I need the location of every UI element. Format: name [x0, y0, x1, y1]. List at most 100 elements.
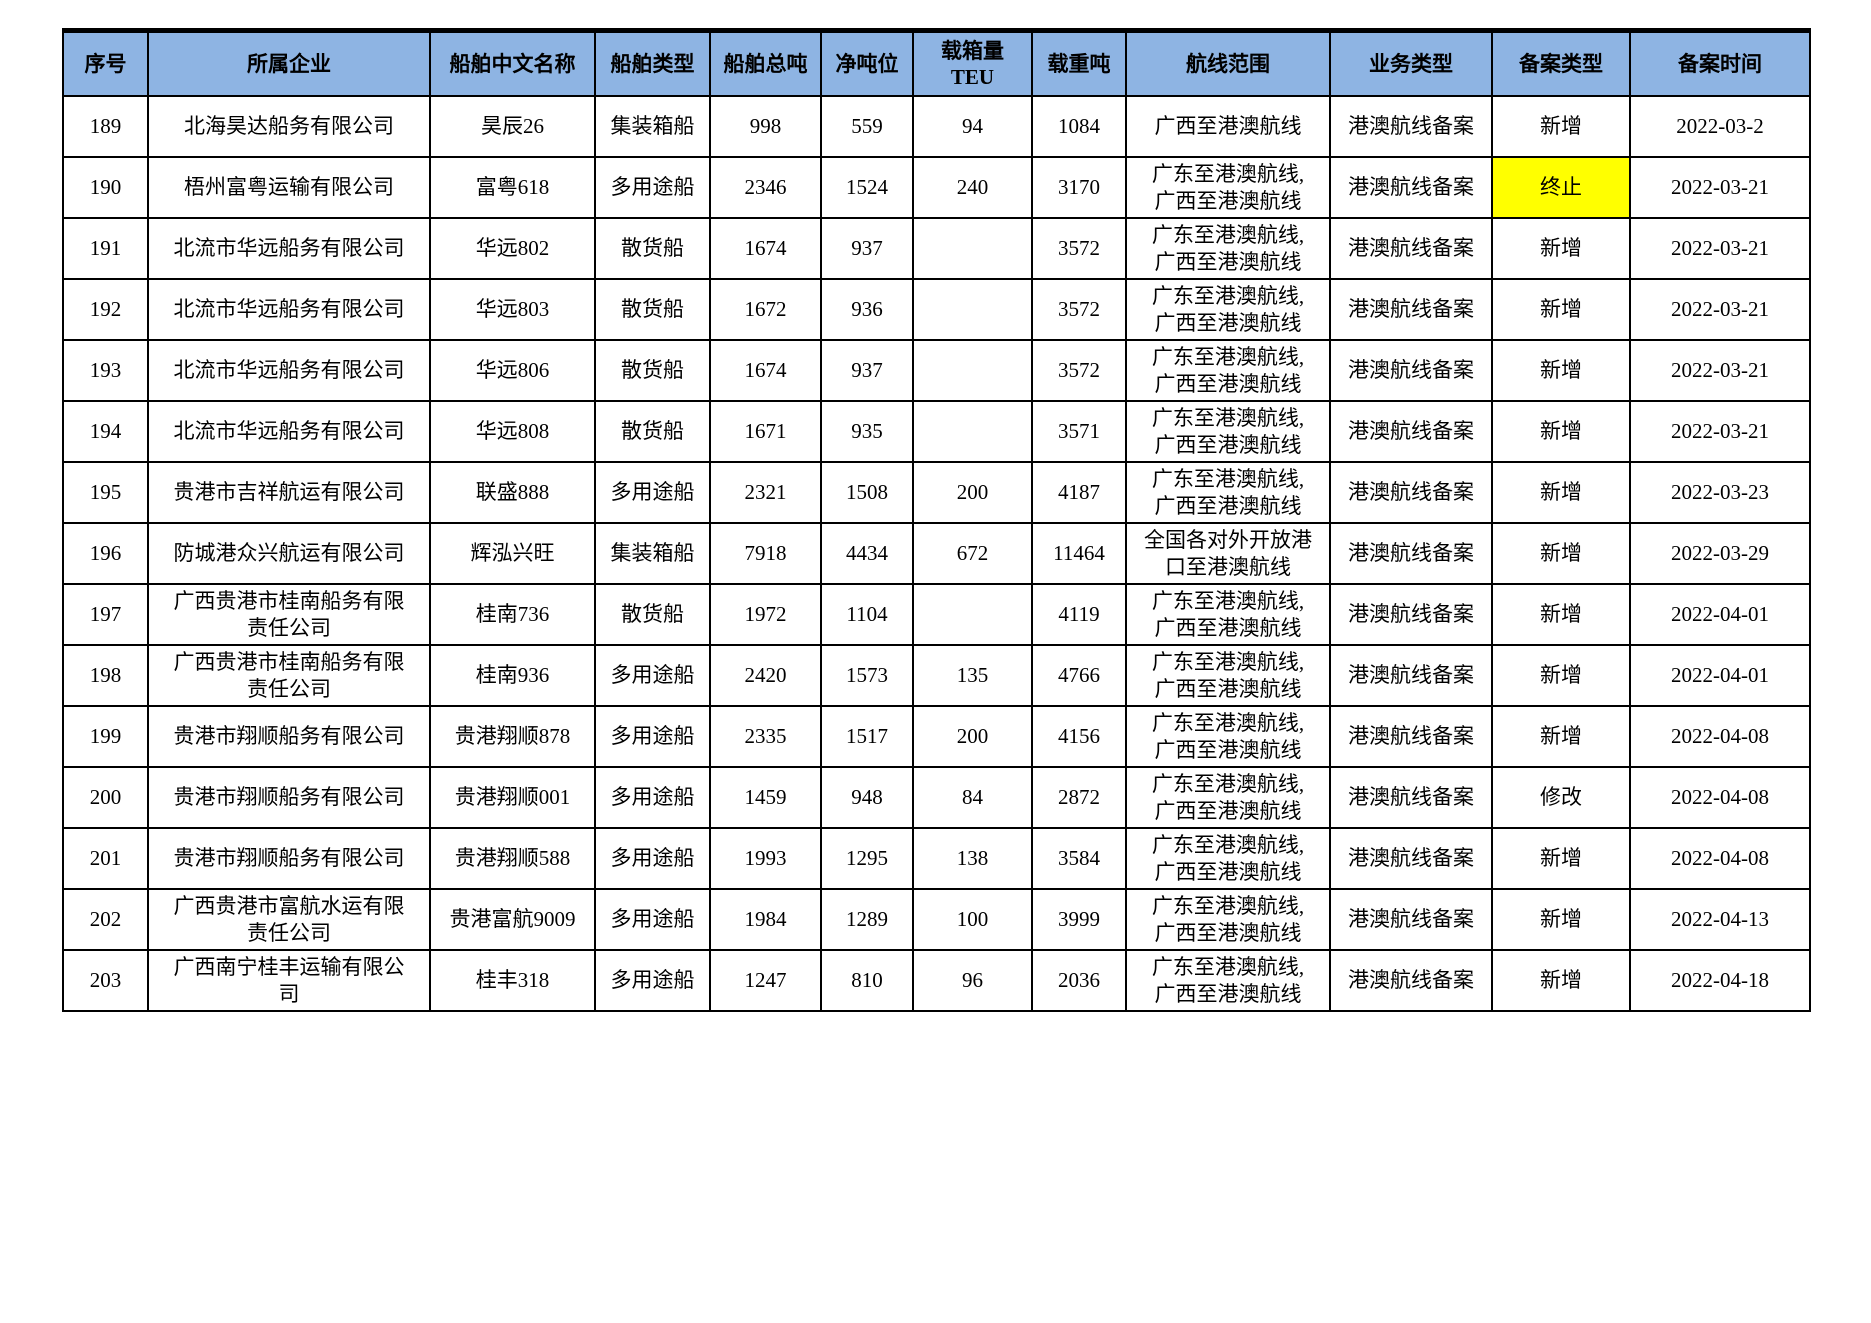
cell-teu-capacity	[912, 583, 1033, 646]
cell-serial-number: 198	[62, 644, 149, 707]
column-header-route-range: 航线范围	[1125, 29, 1331, 97]
column-header-filing-date: 备案时间	[1629, 29, 1811, 97]
cell-net-tonnage: 810	[820, 949, 914, 1012]
cell-net-tonnage: 1524	[820, 156, 914, 219]
cell-filing-type: 新增	[1491, 339, 1631, 402]
cell-gross-tonnage: 1993	[709, 827, 822, 890]
cell-deadweight: 3170	[1031, 156, 1127, 219]
cell-teu-capacity: 135	[912, 644, 1033, 707]
column-header-company: 所属企业	[147, 29, 431, 97]
cell-deadweight: 3571	[1031, 400, 1127, 463]
cell-filing-type: 新增	[1491, 888, 1631, 951]
column-header-business-type: 业务类型	[1329, 29, 1493, 97]
cell-ship-type: 多用途船	[594, 461, 711, 524]
cell-serial-number: 190	[62, 156, 149, 219]
cell-gross-tonnage: 1972	[709, 583, 822, 646]
cell-ship-type: 多用途船	[594, 827, 711, 890]
cell-filing-date: 2022-04-08	[1629, 766, 1811, 829]
cell-business-type: 港澳航线备案	[1329, 339, 1493, 402]
table-row: 197 广西贵港市桂南船务有限 责任公司 桂南736 散货船 1972 1104 4119 广…	[62, 583, 1811, 646]
cell-gross-tonnage: 2335	[709, 705, 822, 768]
cell-company: 贵港市翔顺船务有限公司	[147, 827, 431, 890]
cell-company: 广西南宁桂丰运输有限公 司	[147, 949, 431, 1012]
table-row: 196 防城港众兴航运有限公司 辉泓兴旺 集装箱船 7918 4434 672 11464 全国…	[62, 522, 1811, 585]
cell-net-tonnage: 935	[820, 400, 914, 463]
cell-business-type: 港澳航线备案	[1329, 522, 1493, 585]
table-row: 194 北流市华远船务有限公司 华远808 散货船 1671 935 3571 广东至港澳航线…	[62, 400, 1811, 463]
cell-company: 北流市华远船务有限公司	[147, 217, 431, 280]
ship-filing-table: 序号 所属企业 船舶中文名称 船舶类型 船舶总吨 净吨位 载箱量TEU 载重吨 航线范围 业务类型…	[62, 28, 1811, 1012]
cell-ship-name: 华远806	[429, 339, 596, 402]
cell-filing-type: 新增	[1491, 217, 1631, 280]
cell-route-range: 广东至港澳航线, 广西至港澳航线	[1125, 888, 1331, 951]
cell-gross-tonnage: 1674	[709, 217, 822, 280]
cell-ship-name: 华远808	[429, 400, 596, 463]
cell-filing-date: 2022-03-21	[1629, 339, 1811, 402]
cell-serial-number: 191	[62, 217, 149, 280]
cell-ship-name: 昊辰26	[429, 95, 596, 158]
cell-deadweight: 4119	[1031, 583, 1127, 646]
cell-serial-number: 192	[62, 278, 149, 341]
cell-route-range: 广东至港澳航线, 广西至港澳航线	[1125, 705, 1331, 768]
cell-ship-name: 富粤618	[429, 156, 596, 219]
cell-company: 北海昊达船务有限公司	[147, 95, 431, 158]
cell-deadweight: 4156	[1031, 705, 1127, 768]
cell-filing-type: 新增	[1491, 461, 1631, 524]
cell-filing-date: 2022-04-18	[1629, 949, 1811, 1012]
cell-business-type: 港澳航线备案	[1329, 949, 1493, 1012]
table-row: 189 北海昊达船务有限公司 昊辰26 集装箱船 998 559 94 1084 广西至港澳航线…	[62, 95, 1811, 158]
cell-ship-name: 辉泓兴旺	[429, 522, 596, 585]
cell-teu-capacity	[912, 278, 1033, 341]
cell-ship-type: 集装箱船	[594, 95, 711, 158]
cell-gross-tonnage: 1674	[709, 339, 822, 402]
cell-filing-date: 2022-03-2	[1629, 95, 1811, 158]
cell-deadweight: 2036	[1031, 949, 1127, 1012]
cell-ship-type: 散货船	[594, 400, 711, 463]
cell-route-range: 广东至港澳航线, 广西至港澳航线	[1125, 644, 1331, 707]
cell-route-range: 广东至港澳航线, 广西至港澳航线	[1125, 827, 1331, 890]
cell-serial-number: 199	[62, 705, 149, 768]
column-header-teu-capacity: 载箱量TEU	[912, 29, 1033, 97]
column-header-net-tonnage: 净吨位	[820, 29, 914, 97]
cell-filing-date: 2022-03-21	[1629, 400, 1811, 463]
cell-net-tonnage: 936	[820, 278, 914, 341]
cell-business-type: 港澳航线备案	[1329, 644, 1493, 707]
table-row: 198 广西贵港市桂南船务有限 责任公司 桂南936 多用途船 2420 1573 135 4…	[62, 644, 1811, 707]
cell-ship-name: 桂南936	[429, 644, 596, 707]
cell-filing-date: 2022-03-21	[1629, 278, 1811, 341]
cell-business-type: 港澳航线备案	[1329, 705, 1493, 768]
cell-deadweight: 2872	[1031, 766, 1127, 829]
cell-ship-type: 集装箱船	[594, 522, 711, 585]
table-row: 191 北流市华远船务有限公司 华远802 散货船 1674 937 3572 广东至港澳航线…	[62, 217, 1811, 280]
table-row: 190 梧州富粤运输有限公司 富粤618 多用途船 2346 1524 240 3170 广东至…	[62, 156, 1811, 219]
cell-business-type: 港澳航线备案	[1329, 461, 1493, 524]
cell-gross-tonnage: 2420	[709, 644, 822, 707]
cell-ship-type: 多用途船	[594, 949, 711, 1012]
cell-serial-number: 203	[62, 949, 149, 1012]
cell-serial-number: 197	[62, 583, 149, 646]
cell-serial-number: 195	[62, 461, 149, 524]
cell-ship-name: 贵港翔顺588	[429, 827, 596, 890]
cell-ship-name: 华远802	[429, 217, 596, 280]
cell-business-type: 港澳航线备案	[1329, 278, 1493, 341]
cell-gross-tonnage: 1459	[709, 766, 822, 829]
cell-teu-capacity: 100	[912, 888, 1033, 951]
table-row: 201 贵港市翔顺船务有限公司 贵港翔顺588 多用途船 1993 1295 138 3584…	[62, 827, 1811, 890]
cell-ship-type: 多用途船	[594, 705, 711, 768]
table-row: 192 北流市华远船务有限公司 华远803 散货船 1672 936 3572 广东至港澳航线…	[62, 278, 1811, 341]
cell-filing-date: 2022-03-23	[1629, 461, 1811, 524]
cell-net-tonnage: 4434	[820, 522, 914, 585]
cell-deadweight: 3572	[1031, 217, 1127, 280]
cell-net-tonnage: 559	[820, 95, 914, 158]
cell-teu-capacity: 96	[912, 949, 1033, 1012]
cell-filing-date: 2022-04-01	[1629, 583, 1811, 646]
cell-teu-capacity: 240	[912, 156, 1033, 219]
cell-deadweight: 3572	[1031, 339, 1127, 402]
cell-filing-date: 2022-04-01	[1629, 644, 1811, 707]
cell-ship-type: 多用途船	[594, 156, 711, 219]
cell-serial-number: 194	[62, 400, 149, 463]
table-row: 203 广西南宁桂丰运输有限公 司桂丰318 多用途船 1247 810 96 2036 广东…	[62, 949, 1811, 1012]
column-header-deadweight: 载重吨	[1031, 29, 1127, 97]
cell-teu-capacity: 84	[912, 766, 1033, 829]
